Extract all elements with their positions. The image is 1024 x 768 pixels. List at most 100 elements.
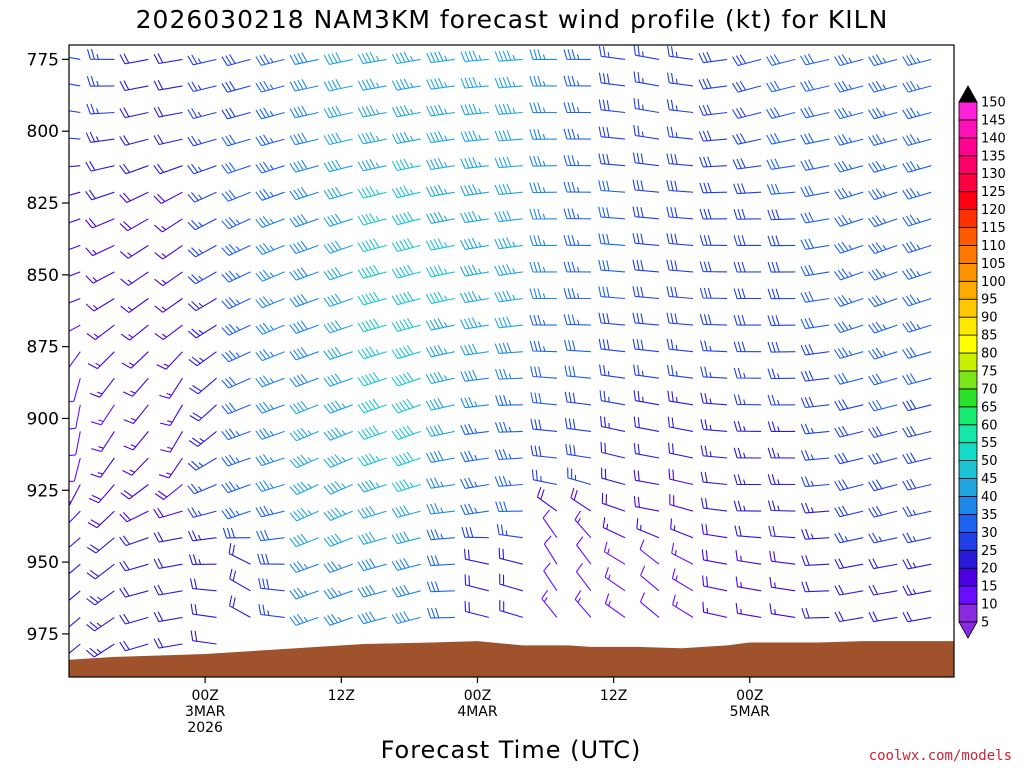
wind-barb: [357, 318, 387, 333]
wind-barb: [495, 395, 523, 406]
wind-barb: [834, 160, 864, 173]
wind-barb: [732, 107, 762, 119]
wind-barb: [119, 560, 149, 572]
wind-barb: [153, 637, 183, 649]
wind-barb: [598, 153, 626, 167]
colorbar-label: 65: [981, 400, 998, 415]
wind-barb: [85, 189, 115, 201]
colorbar-label: 150: [981, 96, 1006, 111]
wind-barb: [563, 208, 591, 220]
wind-barb: [221, 270, 251, 283]
wind-barb: [698, 130, 728, 142]
wind-barb: [766, 54, 796, 66]
wind-barb: [425, 450, 455, 463]
wind-barb: [598, 338, 626, 353]
wind-barb: [768, 525, 796, 539]
wind-barb: [598, 72, 626, 87]
wind-barb: [667, 72, 694, 87]
wind-barb: [357, 584, 387, 598]
wind-barb: [834, 214, 864, 227]
chart-title: 2026030218 NAM3KM forecast wind profile …: [136, 5, 889, 34]
colorbar-label: 90: [981, 311, 998, 326]
colorbar-box: [958, 173, 978, 193]
wind-barb: [426, 529, 455, 541]
wind-barb: [86, 590, 115, 606]
wind-barb: [494, 237, 523, 250]
wind-barb: [391, 211, 421, 226]
wind-barb: [425, 344, 455, 358]
wind-barb: [255, 296, 285, 309]
wind-barb: [391, 264, 421, 279]
wind-barb: [868, 452, 898, 465]
wind-barb: [902, 506, 932, 517]
wind-barb: [542, 509, 558, 539]
wind-barb: [69, 510, 81, 524]
wind-barb: [255, 427, 285, 440]
colorbar-label: 55: [981, 436, 998, 451]
wind-barb: [258, 604, 285, 618]
wind-barb: [69, 616, 81, 628]
wind-barb: [494, 368, 523, 380]
wind-barb: [119, 135, 149, 146]
y-tick-label: 950: [27, 553, 59, 573]
wind-barb: [699, 314, 728, 326]
wind-barb: [601, 492, 626, 512]
wind-barb: [498, 547, 523, 565]
wind-barb: [391, 318, 421, 332]
wind-barb: [86, 324, 115, 341]
wind-barb: [357, 453, 387, 467]
wind-barb: [767, 315, 796, 326]
wind-barb: [632, 179, 660, 193]
wind-barb: [702, 575, 728, 592]
wind-barb: [530, 418, 557, 432]
wind-barb: [632, 338, 660, 353]
wind-barbs: [69, 45, 932, 658]
wind-barb: [357, 398, 387, 414]
wind-barb: [289, 213, 319, 228]
wind-barb: [289, 347, 319, 361]
wind-barb: [86, 563, 115, 580]
wind-barb: [460, 211, 489, 224]
wind-barb: [604, 593, 626, 618]
wind-barb: [255, 54, 285, 66]
wind-barb: [868, 134, 898, 146]
wind-barb: [734, 525, 762, 539]
wind-barb: [494, 290, 523, 303]
wind-barb: [460, 343, 489, 356]
wind-barb: [563, 261, 591, 273]
wind-barb: [391, 105, 421, 118]
wind-barb: [868, 107, 898, 120]
wind-barb: [598, 233, 626, 246]
wind-barb: [255, 134, 285, 147]
x-tick-label: 5MAR: [730, 704, 771, 720]
wind-barb: [699, 156, 728, 168]
wind-barb: [460, 50, 489, 63]
wind-barb: [902, 320, 932, 333]
wind-barb: [735, 576, 762, 592]
wind-barb: [494, 50, 523, 62]
wind-barb: [323, 105, 353, 119]
wind-barb: [529, 102, 557, 114]
wind-barb: [800, 159, 830, 171]
wind-barb: [221, 402, 251, 415]
wind-barb: [767, 421, 796, 432]
wind-barb: [801, 555, 830, 566]
wind-barb: [769, 576, 796, 592]
wind-barb: [460, 290, 489, 304]
wind-barb: [633, 443, 660, 459]
wind-barb: [496, 524, 523, 539]
wind-barb: [732, 54, 762, 67]
wind-barb: [632, 259, 660, 273]
wind-barb: [187, 163, 217, 175]
wind-barb: [187, 244, 217, 258]
wind-barb: [255, 188, 285, 201]
wind-barb: [323, 346, 353, 361]
y-tick-label: 900: [27, 409, 59, 429]
wind-barb: [529, 314, 557, 326]
wind-barb: [800, 449, 830, 461]
wind-barb: [229, 568, 251, 592]
wind-barb: [529, 340, 557, 353]
wind-barb: [357, 479, 387, 493]
wind-barb: [529, 208, 557, 220]
wind-barb: [494, 183, 523, 196]
